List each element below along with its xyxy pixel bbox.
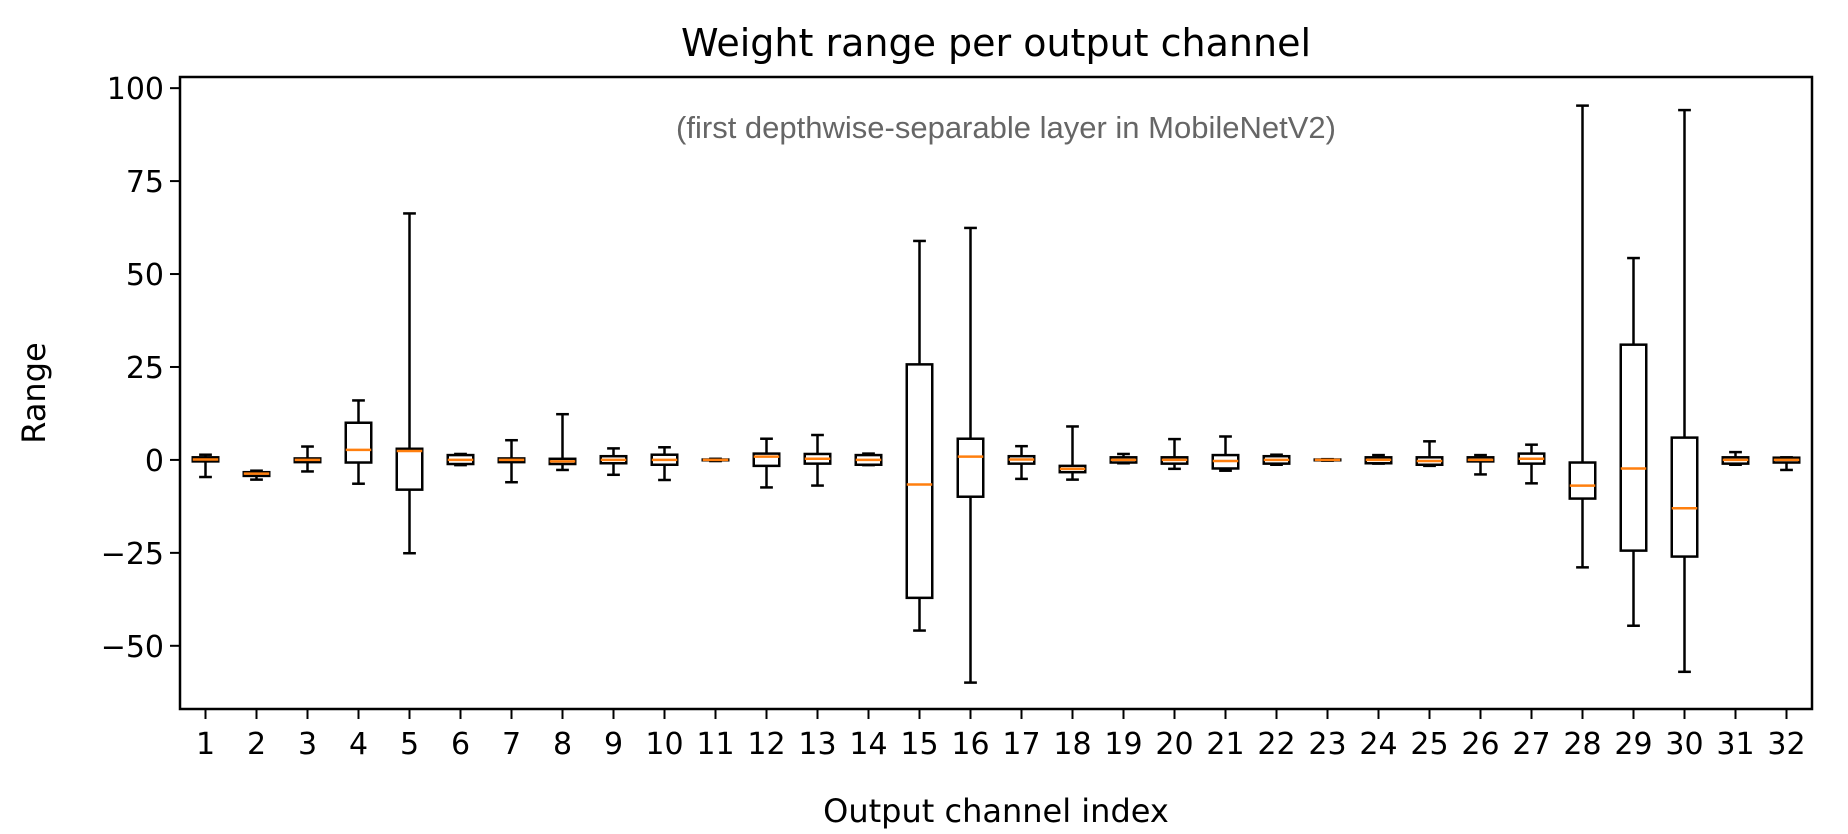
iqr-box bbox=[905, 363, 934, 600]
x-tick-label: 15 bbox=[900, 727, 938, 762]
chart-title: Weight range per output channel bbox=[681, 21, 1311, 65]
box-channel-8 bbox=[548, 412, 577, 472]
box-channel-29 bbox=[1619, 256, 1648, 627]
box-channel-4 bbox=[344, 399, 373, 485]
x-tick-label: 3 bbox=[298, 727, 317, 762]
box-channel-5 bbox=[395, 212, 424, 555]
x-tick-label: 23 bbox=[1308, 727, 1346, 762]
box-channel-20 bbox=[1160, 437, 1189, 471]
box-channel-6 bbox=[446, 452, 475, 467]
x-tick-label: 22 bbox=[1257, 727, 1295, 762]
box-channel-12 bbox=[752, 437, 781, 489]
x-axis-label: Output channel index bbox=[823, 792, 1169, 830]
y-tick-label: −25 bbox=[101, 537, 164, 572]
box-channel-15 bbox=[905, 239, 934, 632]
x-tick-label: 26 bbox=[1461, 727, 1499, 762]
x-tick-label: 32 bbox=[1767, 727, 1805, 762]
box-channel-24 bbox=[1364, 453, 1393, 465]
box-channel-21 bbox=[1211, 435, 1240, 472]
box-channel-2 bbox=[242, 469, 271, 481]
x-tick-label: 5 bbox=[400, 727, 419, 762]
x-tick-label: 7 bbox=[502, 727, 521, 762]
x-tick-label: 16 bbox=[951, 727, 989, 762]
iqr-box bbox=[395, 447, 424, 491]
x-tick-label: 24 bbox=[1359, 727, 1397, 762]
box-channel-9 bbox=[599, 447, 628, 477]
box-channel-28 bbox=[1568, 104, 1597, 569]
x-tick-label: 30 bbox=[1665, 727, 1703, 762]
x-tick-label: 27 bbox=[1512, 727, 1550, 762]
box-channel-14 bbox=[854, 452, 883, 467]
box-channel-26 bbox=[1466, 453, 1495, 476]
y-tick-label: −50 bbox=[101, 630, 164, 665]
x-tick-label: 29 bbox=[1614, 727, 1652, 762]
chart-subtitle: (first depthwise-separable layer in Mobi… bbox=[676, 110, 1336, 145]
box-channel-3 bbox=[293, 445, 322, 473]
box-channel-16 bbox=[956, 226, 985, 684]
x-tick-label: 8 bbox=[553, 727, 572, 762]
y-tick-label: 25 bbox=[126, 351, 164, 386]
iqr-box bbox=[1568, 461, 1597, 500]
x-tick-label: 6 bbox=[451, 727, 470, 762]
x-tick-label: 4 bbox=[349, 727, 368, 762]
iqr-box bbox=[956, 437, 985, 498]
x-tick-label: 11 bbox=[696, 727, 734, 762]
x-tick-label: 14 bbox=[849, 727, 887, 762]
x-tick-label: 9 bbox=[604, 727, 623, 762]
box-channel-25 bbox=[1415, 440, 1444, 468]
x-tick-label: 28 bbox=[1563, 727, 1601, 762]
box-channel-27 bbox=[1517, 443, 1546, 485]
box-channel-13 bbox=[803, 433, 832, 487]
box-channel-11 bbox=[701, 457, 730, 463]
iqr-box bbox=[1619, 343, 1648, 552]
y-tick-label: 100 bbox=[107, 72, 164, 107]
x-tick-label: 13 bbox=[798, 727, 836, 762]
box-channel-32 bbox=[1772, 456, 1801, 472]
box-channel-19 bbox=[1109, 452, 1138, 465]
x-tick-label: 12 bbox=[747, 727, 785, 762]
x-tick-label: 2 bbox=[247, 727, 266, 762]
x-tick-label: 31 bbox=[1716, 727, 1754, 762]
y-tick-label: 50 bbox=[126, 258, 164, 293]
box-channel-18 bbox=[1058, 425, 1087, 481]
box-channel-31 bbox=[1721, 450, 1750, 467]
plot-frame bbox=[178, 75, 1814, 711]
box-channel-10 bbox=[650, 446, 679, 482]
y-axis-label: Range bbox=[15, 342, 53, 443]
y-tick-label: 75 bbox=[126, 165, 164, 200]
x-tick-label: 18 bbox=[1053, 727, 1091, 762]
x-tick-label: 25 bbox=[1410, 727, 1448, 762]
y-tick-label: 0 bbox=[145, 444, 164, 479]
box-channel-22 bbox=[1262, 453, 1291, 467]
x-tick-label: 17 bbox=[1002, 727, 1040, 762]
iqr-box bbox=[752, 452, 781, 468]
x-tick-label: 21 bbox=[1206, 727, 1244, 762]
box-channel-17 bbox=[1007, 444, 1036, 481]
box-channel-7 bbox=[497, 438, 526, 484]
box-channel-23 bbox=[1313, 457, 1342, 462]
iqr-box bbox=[1670, 436, 1699, 558]
x-tick-label: 20 bbox=[1155, 727, 1193, 762]
x-tick-label: 19 bbox=[1104, 727, 1142, 762]
box-channel-30 bbox=[1670, 108, 1699, 674]
box-channel-1 bbox=[191, 453, 220, 479]
x-tick-label: 1 bbox=[196, 727, 215, 762]
iqr-box bbox=[344, 421, 373, 464]
x-tick-label: 10 bbox=[645, 727, 683, 762]
